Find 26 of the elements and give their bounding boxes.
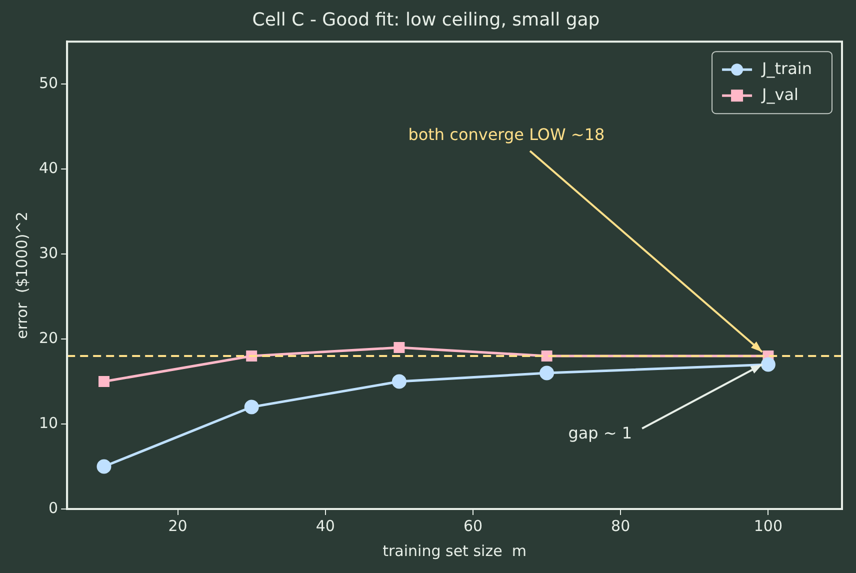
y-tick-label: 0	[48, 498, 58, 517]
x-tick-label: 40	[316, 516, 335, 535]
point	[394, 342, 405, 354]
legend-label: J_train	[761, 58, 812, 78]
y-tick-label: 10	[38, 414, 58, 432]
x-tick-label: 20	[168, 516, 188, 535]
point	[540, 366, 554, 380]
chart-title: Cell C - Good fit: low ceiling, small gap	[252, 9, 600, 30]
y-tick-label: 20	[38, 328, 58, 347]
annotation: gap ~ 1	[568, 424, 632, 443]
x-axis-title: training set size m	[382, 542, 526, 560]
x-tick-label: 80	[611, 516, 630, 535]
y-tick-label: 30	[38, 244, 58, 262]
point	[96, 459, 112, 474]
point	[244, 400, 259, 414]
legend-label: J_val	[761, 84, 798, 104]
x-tick-label: 100	[754, 516, 783, 535]
x-tick-label: 60	[463, 516, 483, 535]
y-axis-title: error ($1000)^2	[12, 212, 31, 339]
point	[98, 376, 110, 388]
point	[392, 374, 406, 389]
y-tick-label: 40	[38, 158, 58, 177]
y-tick-label: 50	[38, 74, 58, 92]
annotation: both converge LOW ~18	[408, 125, 605, 144]
point	[541, 350, 552, 362]
point	[760, 357, 776, 372]
